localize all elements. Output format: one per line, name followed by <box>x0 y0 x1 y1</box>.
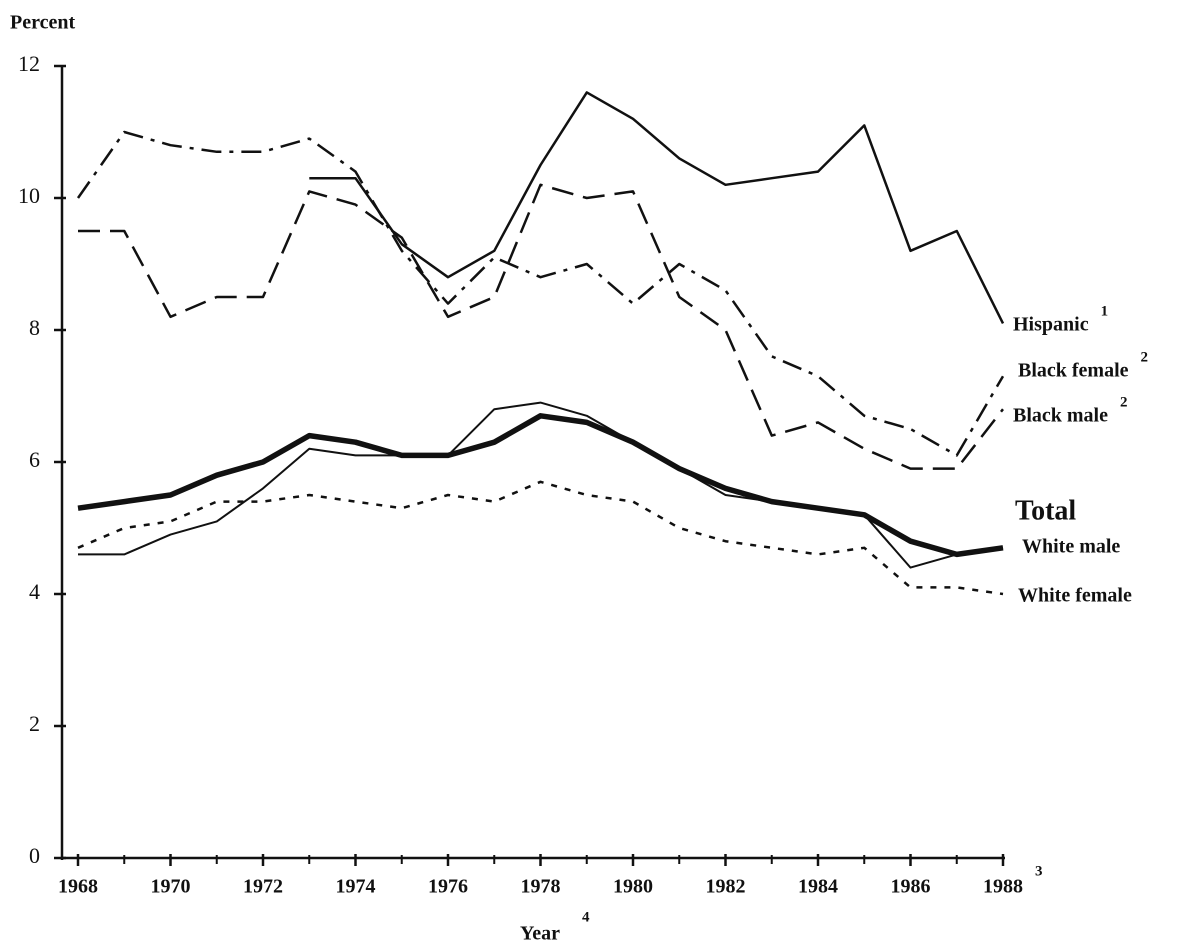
x-axis-label: Year <box>520 923 560 945</box>
y-tick-label: 10 <box>18 183 40 208</box>
series-line <box>78 401 1004 569</box>
x-tick-label: 1974 <box>336 876 376 898</box>
series-label: Black male <box>1013 405 1108 427</box>
series-label: Total <box>1015 495 1076 526</box>
x-tick-label: 1968 <box>58 876 98 898</box>
series-label: Black female <box>1018 360 1129 382</box>
y-tick-label: 12 <box>18 51 40 76</box>
y-axis-label: Percent <box>10 12 75 34</box>
y-tick-label: 2 <box>29 711 40 736</box>
y-tick-label: 8 <box>29 315 40 340</box>
x-tick-label: 1980 <box>613 876 653 898</box>
series-line <box>309 91 1005 324</box>
series-line <box>76 130 1005 457</box>
series-label: Hispanic <box>1013 314 1089 336</box>
x-tick-label: 1978 <box>521 876 561 898</box>
x-tick-label: 1984 <box>798 876 838 898</box>
y-tick-label: 6 <box>29 447 40 472</box>
series-line <box>78 183 1004 470</box>
series-label: White male <box>1022 536 1120 558</box>
x-tick-label: 1988 <box>983 876 1023 898</box>
series-line <box>77 413 1004 558</box>
x-tick-label: 1970 <box>151 876 191 898</box>
x-tick-label: 1972 <box>243 876 283 898</box>
x-tick-label: 1976 <box>428 876 468 898</box>
x-axis-label-footnote: 4 <box>582 909 590 925</box>
series-label-footnote: 2 <box>1141 349 1149 365</box>
series-line <box>77 480 1004 596</box>
y-tick-label: 0 <box>29 843 40 868</box>
x-tick-label: 1986 <box>891 876 931 898</box>
series-label-footnote: 2 <box>1120 394 1128 410</box>
x-tick-footnote: 3 <box>1035 863 1043 879</box>
series-label-footnote: 1 <box>1101 303 1109 319</box>
x-tick-label: 1982 <box>706 876 746 898</box>
y-tick-label: 4 <box>29 579 40 604</box>
series-label: White female <box>1018 585 1132 607</box>
